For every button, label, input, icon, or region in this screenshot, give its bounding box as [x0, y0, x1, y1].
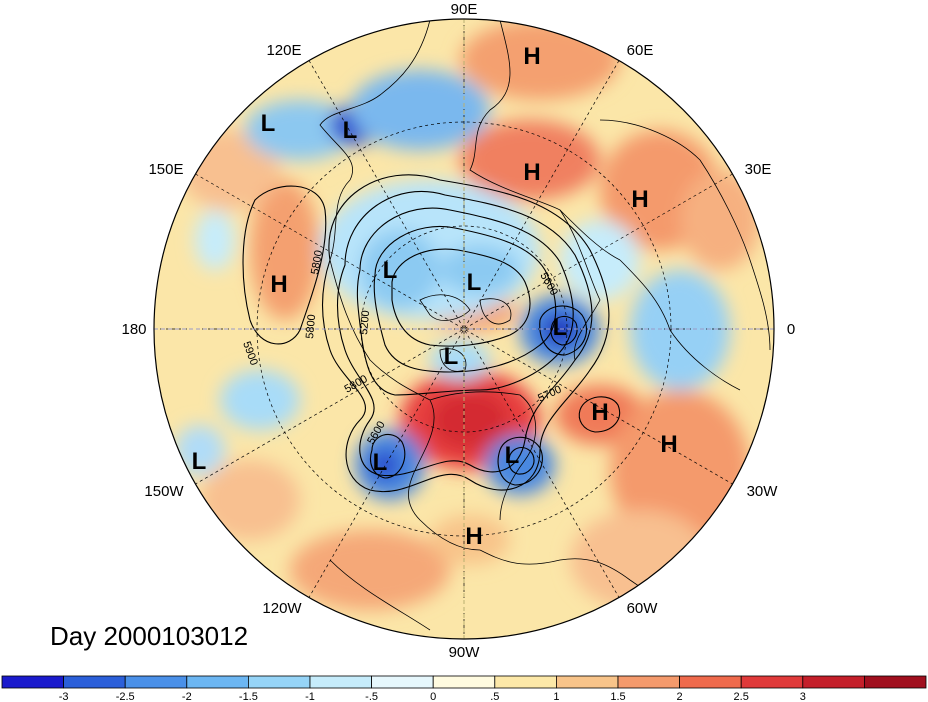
- pressure-center-high: H: [591, 399, 608, 426]
- map-boundary: [153, 18, 775, 640]
- colorbar-tick-label: .5: [490, 691, 499, 702]
- colorbar-tick-label: 3: [800, 691, 806, 702]
- pressure-center-low: L: [467, 269, 482, 296]
- pressure-center-high: H: [523, 43, 540, 70]
- lon-150e-label: 150E: [148, 161, 183, 178]
- colorbar-swatch: [802, 675, 865, 689]
- geopotential-contours: [242, 174, 620, 493]
- coastlines: [319, 19, 771, 639]
- contour-label: 5800: [304, 314, 318, 339]
- longitude-labels: 90E 60E 120E 30E 150E 180 0 150W 30W 120…: [121, 1, 795, 661]
- pressure-center-high: H: [631, 186, 648, 213]
- pressure-center-high: H: [465, 523, 482, 550]
- lon-60w-label: 60W: [627, 600, 659, 617]
- lon-90w-label: 90W: [449, 644, 481, 661]
- colorbar-swatch: [494, 675, 557, 689]
- colorbar-swatch: [432, 675, 496, 689]
- lon-30e-label: 30E: [745, 161, 772, 178]
- pressure-center-low: L: [444, 343, 459, 370]
- colorbar-tick-label: -2: [182, 691, 192, 702]
- colorbar-tick-label: -.5: [365, 691, 378, 702]
- pressure-center-low: L: [553, 314, 568, 341]
- colorbar-swatch: [740, 675, 804, 689]
- pressure-center-low: L: [505, 442, 520, 469]
- lon-150w-label: 150W: [144, 483, 184, 500]
- colorbar-swatch: [247, 675, 311, 689]
- colorbar-tick-label: -1.5: [239, 691, 258, 702]
- pressure-center-low: L: [373, 449, 388, 476]
- lon-120w-label: 120W: [262, 600, 302, 617]
- colorbar-tick-label: -2.5: [116, 691, 135, 702]
- colorbar-swatch: [1, 675, 64, 689]
- pressure-center-low: L: [383, 257, 398, 284]
- lon-0-label: 0: [787, 321, 795, 338]
- colorbar-swatch: [371, 675, 434, 689]
- colorbar-swatch: [556, 675, 619, 689]
- colorbar: -3 -2.5 -2 -1.5 -1 -.5 0 .5 1 1.5 2 2.5 3: [1, 675, 927, 702]
- lon-60e-label: 60E: [627, 42, 654, 59]
- pressure-center-low: L: [343, 117, 358, 144]
- pressure-center-low: L: [192, 448, 207, 475]
- contour-label: 5800: [309, 249, 325, 275]
- pressure-center-high: H: [270, 271, 287, 298]
- colorbar-swatch: [186, 675, 249, 689]
- contour-label: 5200: [358, 310, 372, 335]
- colorbar-swatch: [309, 675, 372, 689]
- colorbar-swatch: [63, 675, 126, 689]
- colorbar-tick-label: -3: [59, 691, 69, 702]
- colorbar-tick-label: 1.5: [610, 691, 625, 702]
- pressure-center-high: H: [660, 431, 677, 458]
- pressure-centers: H L L H H H L L L L H H L L L H: [192, 43, 678, 550]
- colorbar-tick-label: -1: [305, 691, 315, 702]
- date-label: Day 2000103012: [50, 621, 248, 651]
- colorbar-swatch: [124, 675, 188, 689]
- lon-90e-label: 90E: [451, 1, 478, 18]
- colorbar-tick-label: 2.5: [734, 691, 749, 702]
- colorbar-tick-label: 2: [677, 691, 683, 702]
- lon-30w-label: 30W: [747, 483, 779, 500]
- colorbar-swatch: [617, 675, 680, 689]
- colorbar-swatch: [864, 675, 927, 689]
- colorbar-swatch: [679, 675, 742, 689]
- colorbar-tick-label: 0: [430, 691, 436, 702]
- lon-180-label: 180: [121, 321, 146, 338]
- lon-120e-label: 120E: [266, 42, 301, 59]
- pressure-center-low: L: [261, 110, 276, 137]
- pressure-center-high: H: [523, 159, 540, 186]
- colorbar-tick-label: 1: [553, 691, 559, 702]
